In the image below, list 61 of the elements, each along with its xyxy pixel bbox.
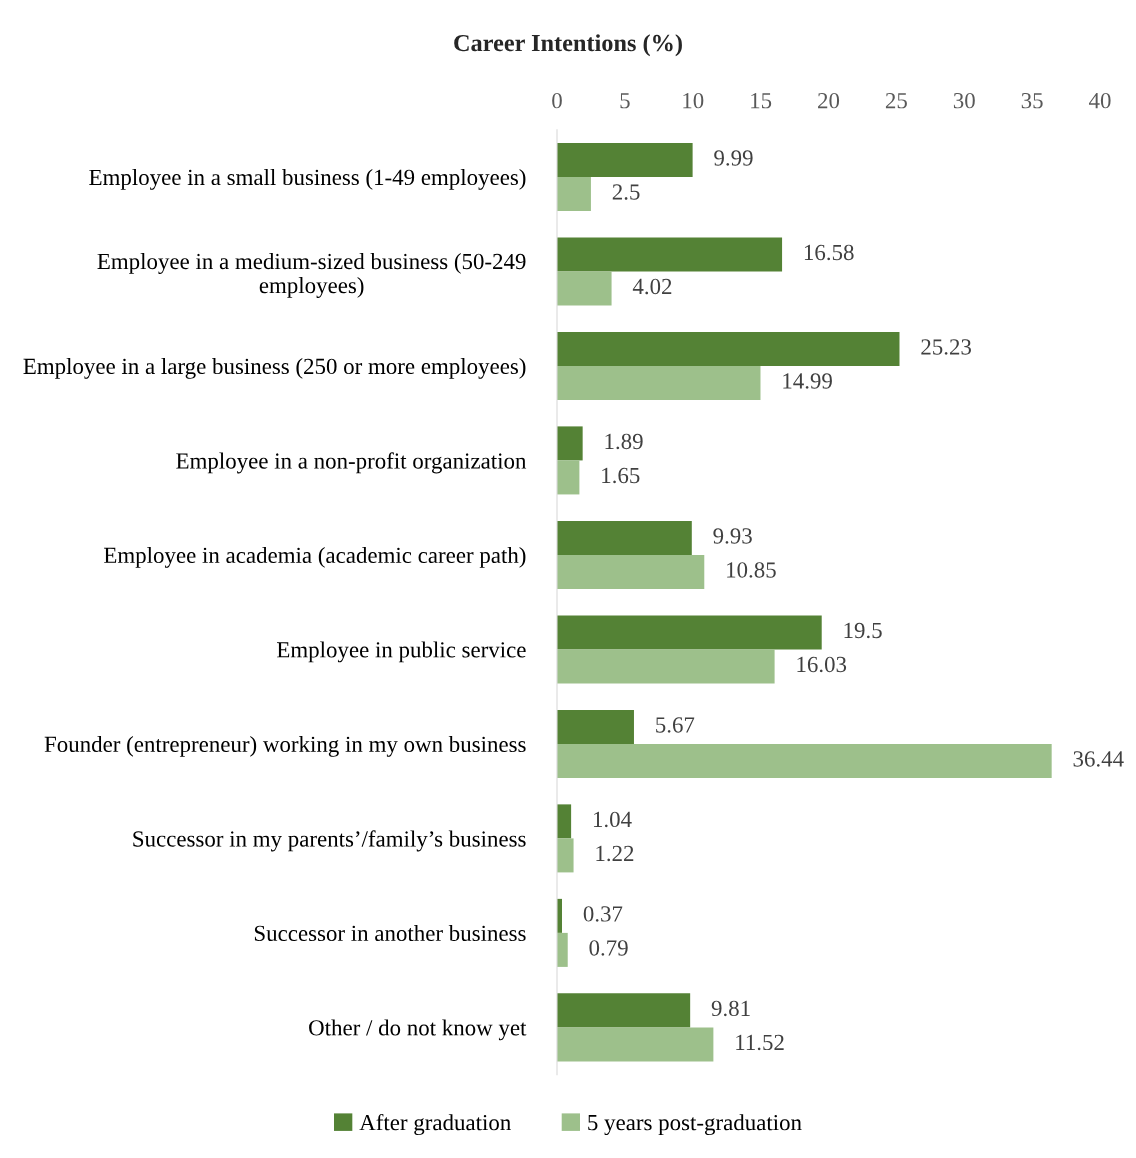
- bar: [557, 1027, 714, 1062]
- data-label: 1.65: [602, 467, 640, 484]
- bar: [557, 743, 1052, 778]
- x-tick-label: 25: [885, 92, 907, 109]
- bar: [557, 237, 783, 272]
- bar: [557, 365, 761, 400]
- bar: [557, 649, 775, 684]
- data-label: 16.58: [804, 244, 854, 261]
- bar: [557, 271, 612, 306]
- x-tick-label: 5: [620, 93, 630, 109]
- x-tick-label: 20: [818, 92, 840, 109]
- data-label: 16.03: [797, 656, 847, 673]
- data-label: 2.5: [612, 184, 640, 200]
- bar: [557, 142, 693, 177]
- data-label: 1.04: [593, 811, 632, 828]
- bar: [557, 615, 822, 650]
- bar: [557, 460, 580, 495]
- bar: [557, 838, 574, 873]
- bar: [557, 554, 705, 589]
- bar: [557, 993, 691, 1028]
- bar: [557, 932, 568, 967]
- chart-title: Career Intentions (%): [454, 34, 682, 57]
- data-label: 19.5: [844, 622, 882, 639]
- data-label: 1.22: [596, 845, 634, 862]
- x-tick-label: 35: [1021, 92, 1043, 109]
- legend-label: 5 years post-graduation: [588, 1114, 802, 1136]
- y-tick-label: Founder (entrepreneur) working in my own business: [44, 735, 526, 757]
- y-tick-label: Employee in public service: [277, 641, 526, 663]
- data-label: 5.67: [656, 717, 695, 733]
- data-label: 14.99: [783, 373, 832, 389]
- bar: [557, 426, 583, 461]
- y-tick-label: Employee in a medium-sized business (50-249 employees): [97, 253, 526, 298]
- data-label: 10.85: [727, 562, 776, 578]
- y-tick-label: Employee in a large business (250 or more employees): [23, 357, 526, 379]
- data-label: 1.89: [605, 433, 643, 450]
- data-label: 36.44: [1073, 751, 1124, 767]
- y-tick-label: Employee in a non-profit organization: [176, 452, 527, 474]
- y-tick-label: Employee in academia (academic career path): [104, 546, 526, 568]
- data-label: 4.02: [632, 278, 672, 295]
- data-label: 25.23: [921, 339, 971, 355]
- data-label: 9.99: [714, 150, 753, 166]
- x-tick-label: 15: [751, 93, 772, 109]
- bar: [557, 520, 692, 555]
- x-tick-label: 0: [552, 92, 562, 109]
- y-tick-label: Successor in another business: [254, 924, 526, 942]
- x-tick-label: 30: [953, 92, 975, 109]
- bar: [557, 176, 591, 211]
- bar: [557, 804, 572, 839]
- data-label: 9.93: [713, 528, 752, 544]
- bar: [557, 331, 900, 366]
- y-tick-label: Other / do not know yet: [309, 1019, 527, 1041]
- data-label: 9.81: [711, 1000, 750, 1017]
- x-tick-label: 10: [683, 92, 704, 109]
- x-tick-label: 40: [1088, 92, 1111, 109]
- legend-label: After graduation: [359, 1113, 511, 1136]
- data-label: 0.37: [583, 906, 623, 922]
- y-tick-label: Successor in my parents’/family’s business: [133, 830, 526, 852]
- data-label: 0.79: [589, 940, 628, 956]
- y-tick-label: Employee in a small business (1-49 employees): [89, 168, 526, 190]
- bar: [557, 709, 634, 744]
- data-label: 11.52: [736, 1034, 784, 1051]
